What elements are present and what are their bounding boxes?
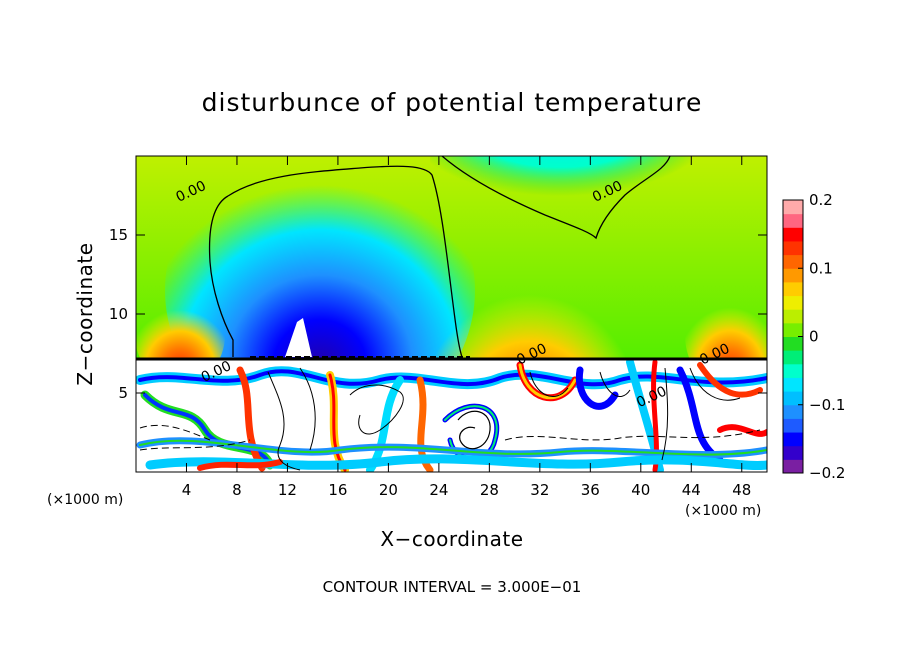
- zero-contour-top-right: [441, 156, 671, 240]
- colorbar-segment: [783, 445, 803, 460]
- y-tick-label: 15: [109, 226, 128, 244]
- zero-contour-top-left: [227, 165, 463, 358]
- colorbar-ticks: 0.2 0.1 0 −0.1 −0.2: [798, 191, 845, 482]
- colorbar-segment: [783, 240, 803, 256]
- colorbar-tick-label: −0.1: [809, 396, 845, 414]
- colorbar-tick-label: 0: [809, 328, 819, 346]
- y-tick-label: 5: [118, 384, 128, 402]
- x-tick-label: 28: [480, 481, 499, 499]
- x-tick-label: 48: [732, 481, 751, 499]
- colorbar-tick-label: 0.1: [809, 259, 833, 277]
- y-axis-label: Z−coordinate: [73, 242, 97, 385]
- x-tick-label: 16: [328, 481, 347, 499]
- lower-contour-7: [661, 367, 741, 461]
- warm-spike: [285, 318, 312, 357]
- x-tick-label: 32: [530, 481, 549, 499]
- colorbar-segment: [783, 377, 803, 392]
- lower-contour-6: [504, 429, 761, 441]
- lower-contour-4: [457, 410, 491, 450]
- colorbar-segment: [783, 281, 803, 297]
- contour-interval-footer: CONTOUR INTERVAL = 3.000E−01: [323, 578, 582, 596]
- colorbar-segment: [783, 432, 803, 447]
- colorbar-segment: [783, 268, 803, 283]
- colorbar-segment: [783, 322, 803, 337]
- x-unit-label-right: (×1000 m): [685, 503, 761, 519]
- x-axis: 4 8 12 16 20 24 28 32 36 40 44 48: [182, 156, 751, 499]
- colorbar-segment: [783, 227, 803, 242]
- lower-contour-5: [529, 371, 631, 398]
- lower-contour-3: [349, 384, 404, 435]
- lower-contour-2: [267, 367, 316, 471]
- colorbar-segments: [783, 200, 803, 474]
- colorbar-segment: [783, 213, 803, 228]
- x-tick-label: 8: [232, 481, 242, 499]
- colorbar-segment: [783, 200, 803, 215]
- colorbar-segment: [783, 391, 803, 406]
- colorbar: 0.2 0.1 0 −0.1 −0.2: [782, 191, 845, 482]
- x-tick-label: 44: [682, 481, 701, 499]
- x-unit-label-left: (×1000 m): [47, 492, 123, 508]
- colorbar-segment: [783, 336, 803, 351]
- zero-contour-left: [208, 195, 234, 357]
- x-tick-label: 40: [631, 481, 650, 499]
- x-tick-label: 4: [182, 481, 192, 499]
- colorbar-segment: [783, 295, 803, 310]
- colorbar-segment: [783, 418, 803, 433]
- chart-title: disturbunce of potential temperature: [202, 88, 703, 117]
- contour-lines: [139, 156, 761, 471]
- x-tick-label: 12: [278, 481, 297, 499]
- colorbar-segment: [783, 254, 803, 269]
- colorbar-segment: [783, 404, 803, 419]
- colorbar-segment: [783, 459, 803, 474]
- colorbar-tick-label: 0.2: [809, 191, 833, 209]
- heatmap-field: 0.00 0.000.00 0.000.000.00: [136, 156, 767, 472]
- y-axis: 5 10 15: [109, 226, 767, 402]
- x-tick-label: 24: [429, 481, 448, 499]
- colorbar-segment: [783, 309, 803, 324]
- x-tick-label: 36: [581, 481, 600, 499]
- x-axis-label: X−coordinate: [380, 527, 523, 551]
- colorbar-tick-label: −0.2: [809, 464, 845, 482]
- colorbar-segment: [783, 363, 803, 378]
- cold-anomaly-top: [430, 156, 690, 220]
- x-tick-label: 20: [379, 481, 398, 499]
- lower-contour-1: [139, 424, 251, 451]
- y-tick-label: 10: [109, 305, 128, 323]
- colorbar-segment: [783, 350, 803, 365]
